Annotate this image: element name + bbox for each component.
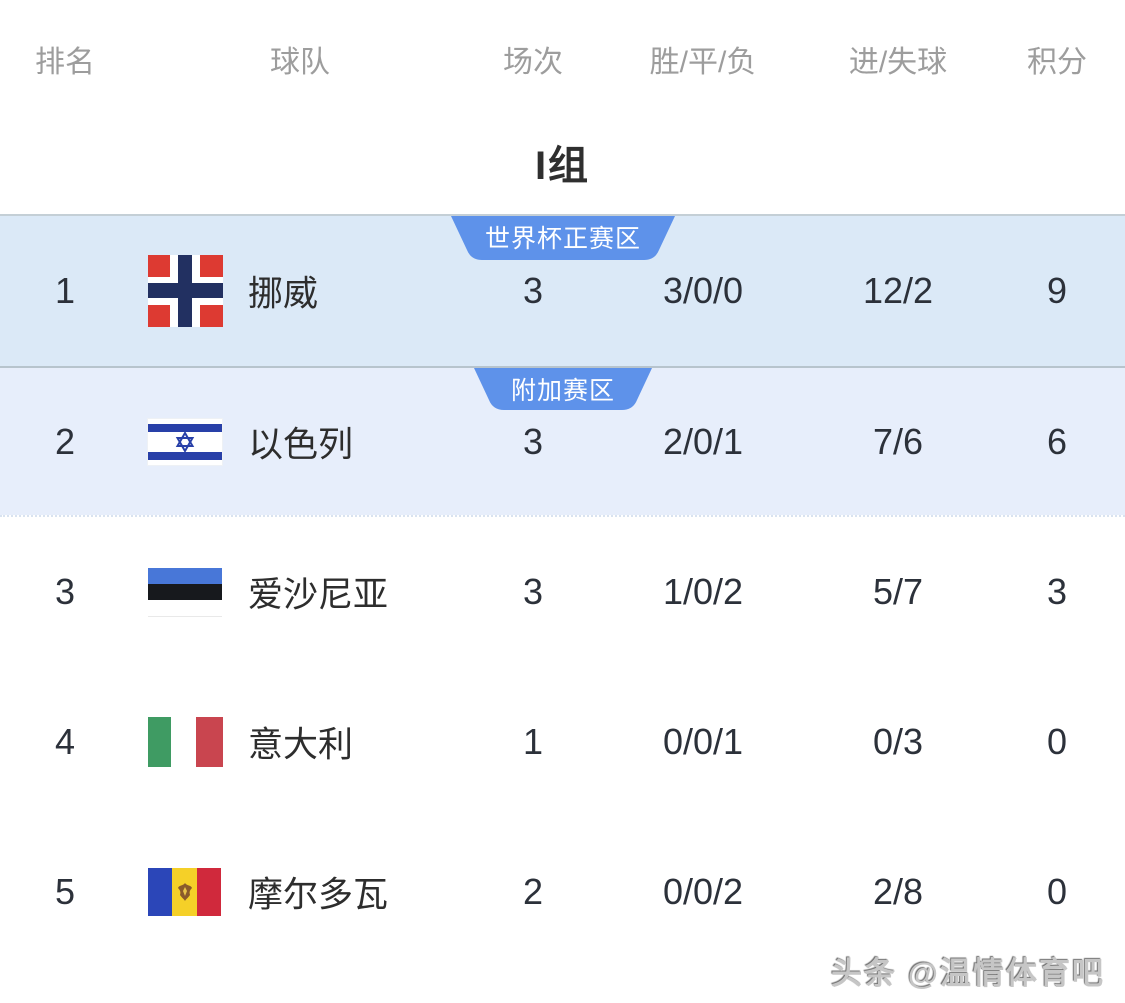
- group-title: I组: [534, 144, 591, 188]
- goals-cell: 12/2: [862, 270, 934, 311]
- rank-cell: 4: [54, 721, 76, 762]
- header-wdl: 胜/平/负: [649, 46, 757, 79]
- italy-flag-icon: [148, 717, 223, 767]
- table-row[interactable]: 5 摩尔多瓦 2 0/0/2 2/8 0: [0, 817, 1125, 967]
- wdl-cell: 0/0/1: [662, 721, 744, 762]
- goals-cell: 0/3: [872, 721, 924, 762]
- badge-shape-icon: [451, 216, 675, 260]
- wdl-cell: 3/0/0: [662, 270, 744, 311]
- team-name: 爱沙尼亚: [248, 575, 389, 615]
- header-team: 球队: [270, 46, 330, 79]
- israel-flag-icon: [148, 418, 222, 465]
- matches-cell: 2: [522, 871, 544, 912]
- wdl-cell: 0/0/2: [662, 871, 744, 912]
- divider: [0, 366, 1125, 368]
- table-row[interactable]: 世界杯正赛区 1 挪威 3 3/0/0 12/2 9: [0, 216, 1125, 366]
- points-cell: 0: [1046, 871, 1068, 912]
- goals-cell: 7/6: [872, 420, 924, 462]
- points-cell: 6: [1046, 420, 1068, 462]
- team-name: 挪威: [248, 274, 319, 314]
- watermark: 头条 @温情体育吧: [831, 956, 1105, 991]
- divider: [0, 515, 1125, 517]
- badge-shape-icon: [474, 368, 652, 410]
- wdl-cell: 1/0/2: [662, 571, 744, 612]
- divider: [0, 214, 1125, 216]
- team-name: 意大利: [248, 725, 354, 765]
- header-goals: 进/失球: [848, 46, 948, 79]
- team-name: 摩尔多瓦: [248, 875, 389, 915]
- wdl-cell: 2/0/1: [662, 420, 744, 462]
- rank-cell: 1: [54, 270, 76, 311]
- qualification-badge: 世界杯正赛区: [451, 216, 675, 260]
- rank-cell: 5: [54, 871, 76, 912]
- header-points: 积分: [1027, 46, 1087, 79]
- team-name: 以色列: [248, 425, 354, 464]
- table-row[interactable]: 3 爱沙尼亚 3 1/0/2 5/7 3: [0, 517, 1125, 667]
- norway-flag-icon: [148, 255, 223, 327]
- table-row[interactable]: 4 意大利 1 0/0/1 0/3 0: [0, 667, 1125, 817]
- points-cell: 0: [1046, 721, 1068, 762]
- badge-label: 世界杯正赛区: [484, 225, 641, 253]
- header-rank: 排名: [35, 46, 95, 79]
- rank-cell: 2: [54, 420, 76, 462]
- badge-label: 附加赛区: [510, 377, 615, 405]
- rank-cell: 3: [54, 571, 76, 612]
- points-cell: 3: [1046, 571, 1068, 612]
- moldova-emblem-icon: [177, 883, 192, 901]
- matches-cell: 3: [522, 571, 544, 612]
- matches-cell: 3: [522, 270, 544, 311]
- matches-cell: 1: [522, 721, 544, 762]
- table-row[interactable]: 附加赛区 2 以色列 3 2/0/1 7/6 6: [0, 368, 1125, 515]
- header-matches: 场次: [503, 46, 563, 79]
- matches-cell: 3: [522, 420, 544, 462]
- points-cell: 9: [1046, 270, 1068, 311]
- goals-cell: 2/8: [872, 871, 924, 912]
- goals-cell: 5/7: [872, 571, 924, 612]
- estonia-flag-icon: [148, 568, 222, 616]
- qualification-badge: 附加赛区: [474, 368, 652, 410]
- star-of-david-icon: [175, 430, 195, 453]
- moldova-flag-icon: [148, 868, 221, 916]
